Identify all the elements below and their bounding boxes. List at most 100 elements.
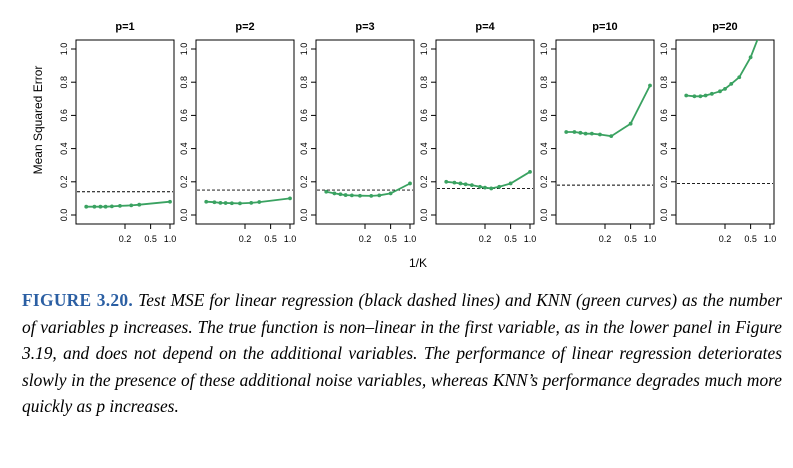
- knn-point: [249, 200, 254, 205]
- knn-point: [709, 91, 714, 96]
- y-tick-label: 0.0: [419, 209, 429, 222]
- knn-point: [578, 130, 583, 135]
- knn-point: [737, 75, 742, 80]
- x-tick-label: 1.0: [644, 234, 657, 244]
- y-tick-label: 0.6: [299, 109, 309, 122]
- x-tick-label: 0.5: [264, 234, 277, 244]
- panel-1: p=1 0.0 0.2 0.4 0.6 0.8 1.0 0.2 0.5 1.0: [59, 21, 176, 244]
- panel-title: p=4: [475, 21, 495, 33]
- y-tick-label: 0.8: [59, 76, 69, 89]
- knn-point: [748, 55, 753, 60]
- panel-title: p=20: [712, 21, 737, 33]
- knn-point: [703, 93, 708, 98]
- figure-panels: p=1 0.0 0.2 0.4 0.6 0.8 1.0 0.2 0.5 1.0 p=2 0.0 0.2 0…: [31, 21, 776, 270]
- y-tick-label: 0.4: [419, 142, 429, 155]
- knn-point: [458, 181, 463, 186]
- x-tick-label: 0.5: [744, 234, 757, 244]
- x-tick-label: 1.0: [404, 234, 417, 244]
- knn-point: [628, 121, 633, 126]
- plot-frame: [195, 39, 295, 225]
- panel-2: p=2 0.0 0.2 0.4 0.6 0.8 1.0 0.2 0.5 1.0: [179, 21, 296, 244]
- knn-point: [508, 181, 513, 186]
- knn-point: [648, 83, 652, 88]
- knn-point: [463, 182, 468, 187]
- knn-point: [238, 201, 242, 206]
- y-tick-label: 0.2: [299, 176, 309, 189]
- panel-3: p=3 0.0 0.2 0.4 0.6 0.8 1.0 0.2 0.5 1.0: [299, 21, 416, 244]
- y-tick-label: 0.6: [539, 109, 549, 122]
- x-tick-label: 1.0: [164, 234, 177, 244]
- knn-point: [692, 94, 697, 99]
- knn-point: [589, 131, 594, 136]
- panels-layer: p=1 0.0 0.2 0.4 0.6 0.8 1.0 0.2 0.5 1.0 p=2 0.0 0.2 0…: [59, 21, 776, 244]
- y-axis-label: Mean Squared Error: [31, 66, 45, 175]
- y-tick-label: 0.8: [179, 76, 189, 89]
- knn-curve: [326, 182, 411, 197]
- x-tick-label: 0.2: [119, 234, 132, 244]
- x-tick-label: 0.2: [359, 234, 372, 244]
- knn-point: [469, 183, 474, 188]
- knn-point: [483, 185, 487, 190]
- knn-point: [84, 204, 89, 209]
- y-tick-label: 0.0: [59, 209, 69, 222]
- x-tick-label: 0.2: [599, 234, 612, 244]
- chart-svg: p=1 0.0 0.2 0.4 0.6 0.8 1.0 0.2 0.5 1.0 p=2 0.0 0.2 0…: [31, 21, 776, 270]
- y-tick-label: 0.6: [59, 109, 69, 122]
- knn-point: [528, 169, 532, 174]
- knn-point: [137, 202, 142, 207]
- y-tick-label: 0.0: [659, 209, 669, 222]
- knn-point: [377, 193, 382, 198]
- y-tick-label: 0.4: [59, 142, 69, 155]
- x-tick-label: 0.2: [239, 234, 252, 244]
- x-tick-label: 0.5: [624, 234, 637, 244]
- figure-caption: FIGURE 3.20. Test MSE for linear regress…: [22, 287, 782, 420]
- panel-title: p=2: [235, 21, 254, 33]
- y-tick-label: 0.0: [179, 209, 189, 222]
- x-tick-label: 1.0: [284, 234, 297, 244]
- knn-point: [718, 89, 722, 94]
- panel-title: p=10: [592, 21, 617, 33]
- knn-point: [92, 204, 97, 209]
- knn-point: [109, 204, 114, 209]
- panel-title: p=1: [115, 21, 134, 33]
- knn-point: [598, 132, 602, 137]
- y-tick-label: 0.2: [59, 176, 69, 189]
- panel-5: p=10 0.0 0.2 0.4 0.6 0.8 1.0 0.2 0.5 1.0: [539, 21, 656, 244]
- plot-frame: [675, 39, 775, 225]
- y-tick-label: 0.4: [539, 142, 549, 155]
- caption-text: Test MSE for linear regression (black da…: [22, 290, 782, 416]
- x-tick-label: 0.5: [504, 234, 517, 244]
- knn-curve: [446, 171, 531, 190]
- y-tick-label: 1.0: [659, 43, 669, 56]
- knn-point: [572, 130, 577, 134]
- knn-point: [98, 204, 103, 209]
- x-tick-label: 1.0: [524, 234, 537, 244]
- y-tick-label: 0.6: [419, 109, 429, 122]
- knn-point: [223, 201, 228, 205]
- knn-point: [288, 196, 292, 201]
- y-tick-label: 0.8: [299, 76, 309, 89]
- panel-6: p=20 0.0 0.2 0.4 0.6 0.8 1.0 0.2 0.5 1.0: [659, 21, 776, 244]
- x-tick-label: 0.5: [144, 234, 157, 244]
- y-tick-label: 0.4: [179, 142, 189, 155]
- knn-point: [388, 191, 393, 196]
- knn-point: [369, 194, 374, 198]
- plot-frame: [435, 39, 535, 225]
- knn-point: [103, 204, 108, 209]
- y-tick-label: 0.2: [659, 176, 669, 189]
- y-tick-label: 0.4: [659, 142, 669, 155]
- knn-point: [358, 193, 362, 198]
- knn-point: [729, 81, 734, 86]
- y-tick-label: 1.0: [179, 43, 189, 56]
- x-axis-label: 1/K: [409, 256, 427, 270]
- y-tick-label: 0.8: [539, 76, 549, 89]
- knn-point: [168, 199, 172, 204]
- knn-point: [497, 184, 502, 189]
- x-tick-label: 0.5: [384, 234, 397, 244]
- y-tick-label: 0.8: [419, 76, 429, 89]
- y-tick-label: 0.0: [299, 209, 309, 222]
- y-tick-label: 0.8: [659, 76, 669, 89]
- y-tick-label: 0.6: [179, 109, 189, 122]
- knn-point: [698, 94, 703, 99]
- knn-point: [609, 134, 614, 139]
